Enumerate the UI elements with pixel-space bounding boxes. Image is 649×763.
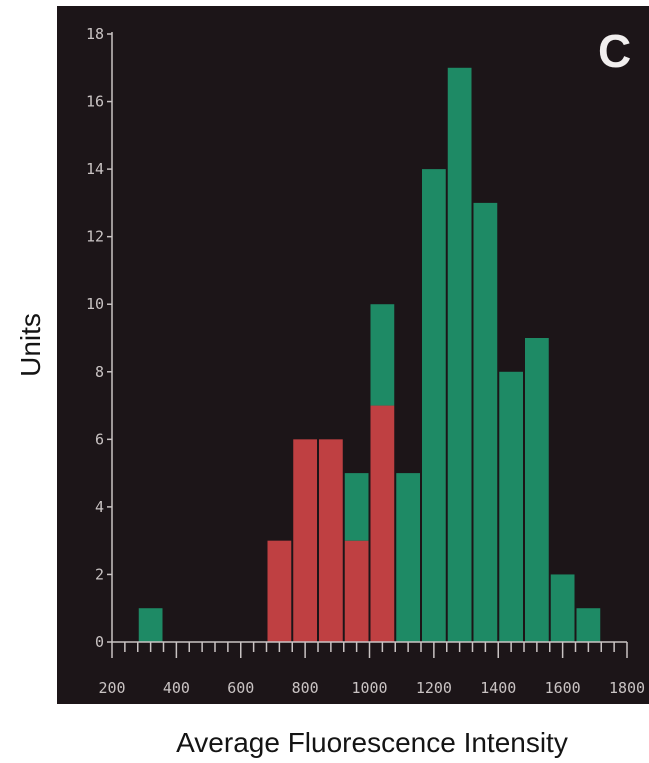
bar-red-1040 — [370, 405, 395, 642]
x-tick-label-1800: 1800 — [609, 679, 645, 697]
bar-red-800 — [293, 439, 317, 642]
bar-red-720 — [267, 540, 292, 642]
bar-green-960 — [344, 473, 369, 541]
y-tick-label-8: 8 — [95, 363, 104, 381]
y-tick-label-16: 16 — [86, 93, 104, 111]
y-tick-label-2: 2 — [95, 565, 104, 583]
x-tick-label-200: 200 — [98, 679, 125, 697]
y-axis-title: Units — [15, 313, 46, 377]
bar-green-1120 — [396, 473, 420, 642]
x-tick-label-1200: 1200 — [416, 679, 452, 697]
y-tick-label-0: 0 — [95, 633, 104, 651]
bar-green-1200 — [422, 169, 446, 642]
y-tick-label-12: 12 — [86, 228, 104, 246]
y-tick-label-14: 14 — [86, 160, 104, 178]
x-tick-label-400: 400 — [163, 679, 190, 697]
bar-green-320 — [138, 608, 163, 642]
x-tick-label-1000: 1000 — [351, 679, 387, 697]
x-axis-title: Average Fluorescence Intensity — [176, 727, 568, 758]
bar-green-1280 — [447, 67, 472, 643]
x-tick-label-800: 800 — [292, 679, 319, 697]
x-tick-label-1600: 1600 — [545, 679, 581, 697]
bar-green-1440 — [499, 371, 523, 642]
y-tick-label-18: 18 — [86, 25, 104, 43]
bar-green-1520 — [525, 338, 549, 642]
bar-green-1360 — [473, 202, 498, 642]
x-tick-label-1400: 1400 — [480, 679, 516, 697]
bar-green-1040 — [370, 304, 395, 406]
panel-label: C — [598, 25, 631, 77]
bar-red-960 — [344, 540, 369, 642]
axes-layer: 0 2 4 6 8 10 12 14 16 18 200 400 600 800 1000 1200 1400 1… — [86, 25, 645, 697]
y-tick-label-6: 6 — [95, 430, 104, 448]
bars-layer — [138, 67, 601, 643]
x-tick-label-600: 600 — [227, 679, 254, 697]
y-tick-label-4: 4 — [95, 498, 104, 516]
y-tick-label-10: 10 — [86, 295, 104, 313]
bar-green-1680 — [576, 608, 601, 642]
bar-green-1600 — [550, 574, 575, 642]
bar-red-880 — [319, 439, 343, 642]
